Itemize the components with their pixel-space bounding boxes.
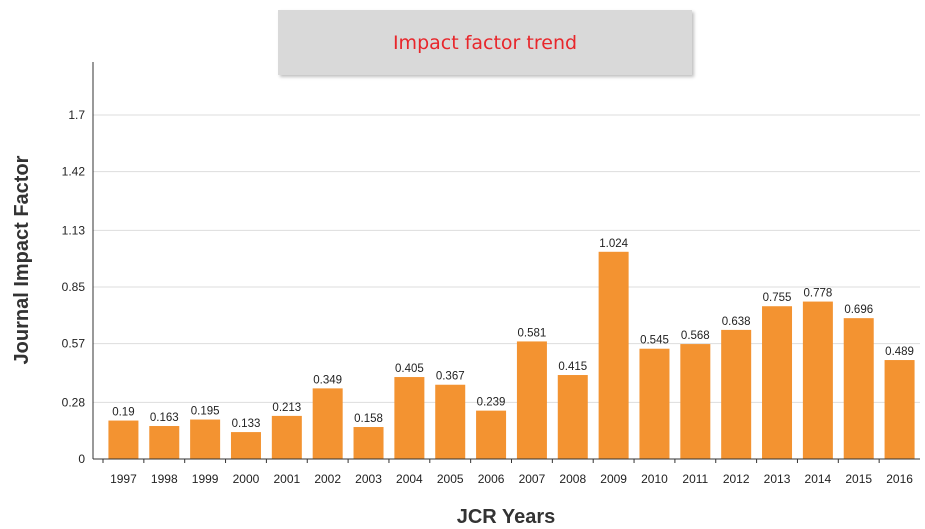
chart-title: Impact factor trend: [392, 32, 578, 54]
x-tick-label-2002: 2002: [314, 472, 341, 486]
data-label-2014: 0.778: [803, 288, 832, 300]
x-tick-label-2001: 2001: [273, 472, 300, 486]
bar-2006: [476, 410, 507, 459]
bar-2016: [884, 360, 915, 459]
bar-2008: [557, 375, 588, 459]
x-tick-label-2010: 2010: [641, 472, 668, 486]
bar-2011: [680, 344, 711, 459]
x-tick-label-2012: 2012: [723, 472, 750, 486]
x-tick-label-2016: 2016: [886, 472, 913, 486]
bar-2014: [802, 301, 833, 459]
data-label-2015: 0.696: [844, 304, 873, 316]
bar-2004: [394, 377, 425, 459]
data-label-2010: 0.545: [640, 335, 669, 347]
data-label-2000: 0.133: [232, 418, 261, 430]
data-label-2013: 0.755: [763, 292, 792, 304]
x-tick-label-2009: 2009: [600, 472, 627, 486]
data-label-2016: 0.489: [885, 346, 914, 358]
bar-1998: [149, 426, 180, 459]
x-tick-label-2011: 2011: [682, 472, 708, 486]
y-tick-label: 1.7: [68, 108, 85, 122]
y-tick-label: 0.28: [62, 395, 86, 409]
bar-2013: [762, 306, 793, 459]
x-tick-label-2003: 2003: [355, 472, 382, 486]
x-tick-label-1999: 1999: [192, 472, 219, 486]
data-label-2001: 0.213: [272, 402, 301, 414]
chart-title-box: Impact factor trend: [278, 10, 692, 75]
data-label-2009: 1.024: [599, 238, 628, 250]
bar-1997: [108, 420, 139, 459]
x-tick-label-2014: 2014: [805, 472, 832, 486]
x-tick-label-2007: 2007: [519, 472, 546, 486]
bar-2012: [721, 329, 752, 459]
y-tick-label: 0: [78, 452, 85, 466]
y-tick-label: 1.13: [62, 223, 86, 237]
x-tick-label-1998: 1998: [151, 472, 178, 486]
x-tick-label-2004: 2004: [396, 472, 423, 486]
data-label-1998: 0.163: [150, 412, 179, 424]
bar-2002: [312, 388, 343, 459]
y-axis-title: Journal Impact Factor: [11, 155, 33, 364]
data-label-2003: 0.158: [354, 413, 383, 425]
bar-2009: [598, 251, 629, 459]
data-label-2005: 0.367: [436, 371, 465, 383]
data-label-1999: 0.195: [191, 406, 220, 418]
data-label-2008: 0.415: [558, 361, 587, 373]
x-tick-label-2015: 2015: [845, 472, 872, 486]
bar-2003: [353, 427, 384, 459]
bar-1999: [190, 419, 221, 459]
x-axis-title: JCR Years: [457, 506, 556, 528]
data-label-2011: 0.568: [681, 330, 710, 342]
x-tick-label-2000: 2000: [233, 472, 260, 486]
bar-2000: [230, 432, 261, 459]
bar-2010: [639, 348, 670, 459]
x-tick-label-2005: 2005: [437, 472, 464, 486]
data-label-2012: 0.638: [722, 316, 751, 328]
y-tick-label: 1.42: [62, 165, 86, 179]
x-tick-label-2006: 2006: [478, 472, 505, 486]
bar-2015: [843, 318, 874, 459]
x-tick-label-2013: 2013: [764, 472, 791, 486]
bar-2001: [271, 415, 302, 459]
data-label-2006: 0.239: [477, 397, 506, 409]
data-label-2002: 0.349: [313, 374, 342, 386]
bar-2007: [516, 341, 547, 459]
data-label-2007: 0.581: [518, 327, 547, 339]
y-tick-label: 0.57: [62, 337, 86, 351]
bar-2005: [435, 384, 466, 459]
data-label-2004: 0.405: [395, 363, 424, 375]
x-tick-label-2008: 2008: [559, 472, 586, 486]
y-tick-label: 0.85: [62, 280, 86, 294]
data-label-1997: 0.19: [112, 407, 134, 419]
x-tick-label-1997: 1997: [110, 472, 137, 486]
